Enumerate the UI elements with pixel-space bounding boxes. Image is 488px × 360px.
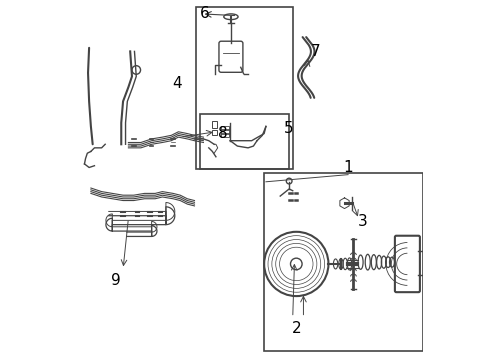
- Text: 5: 5: [284, 121, 293, 136]
- Text: 9: 9: [111, 273, 121, 288]
- Bar: [212, 121, 217, 128]
- Bar: [221, 126, 229, 130]
- Text: 6: 6: [200, 6, 210, 21]
- Bar: [212, 130, 217, 135]
- Text: 4: 4: [171, 76, 181, 91]
- Bar: [221, 129, 229, 134]
- Bar: [221, 133, 229, 137]
- Text: 1: 1: [343, 160, 352, 175]
- Text: 8: 8: [218, 126, 227, 141]
- Text: 3: 3: [357, 213, 366, 229]
- Text: 7: 7: [310, 44, 320, 59]
- Text: 2: 2: [291, 321, 301, 336]
